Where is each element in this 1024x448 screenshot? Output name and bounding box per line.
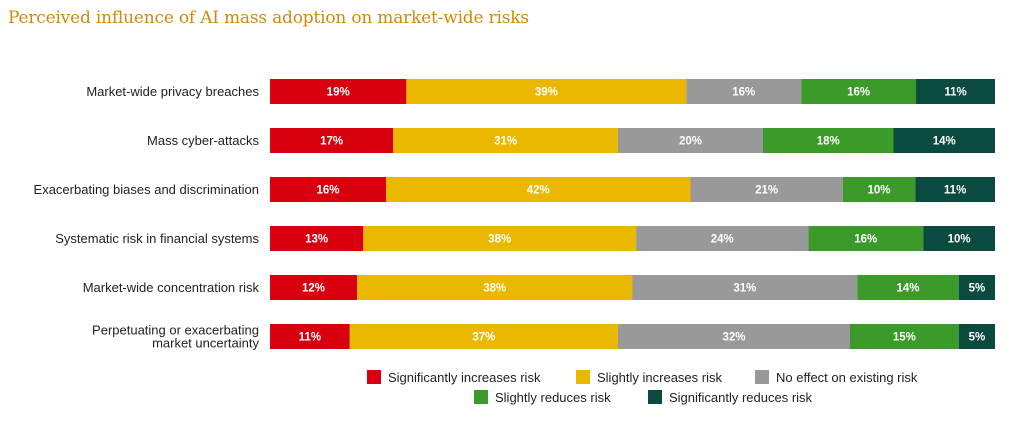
bar-segment (270, 128, 394, 153)
category-label-line: Mass cyber-attacks (147, 133, 259, 148)
bar-segment (916, 79, 995, 104)
bar-segment (270, 177, 386, 202)
category-label-line: Market-wide concentration risk (83, 280, 260, 295)
bar-segment (357, 275, 633, 300)
bar-segment (850, 324, 959, 349)
bar-segment (842, 177, 916, 202)
data-label: 16% (732, 87, 755, 99)
category-label-line: Perpetuating or exacerbating (92, 323, 259, 338)
bar-segment (958, 324, 995, 349)
data-label: 31% (494, 136, 517, 148)
bar-segment (632, 275, 858, 300)
bar-segment (270, 226, 364, 251)
legend-swatch (474, 390, 488, 404)
bar-segment (915, 177, 995, 202)
legend-swatch (576, 370, 590, 384)
data-label: 21% (755, 185, 778, 197)
data-label: 37% (472, 332, 495, 344)
legend-swatch (367, 370, 381, 384)
legend-label: Significantly reduces risk (669, 390, 813, 405)
data-label: 10% (948, 234, 971, 246)
data-label: 11% (944, 87, 966, 99)
data-label: 38% (488, 234, 511, 246)
category-label: Exacerbating biases and discrimination (34, 182, 259, 197)
category-label-line: Systematic risk in financial systems (55, 231, 259, 246)
bar-segment (636, 226, 809, 251)
data-label: 12% (302, 283, 325, 295)
data-label: 18% (817, 136, 840, 148)
legend-swatch (755, 370, 769, 384)
bar-segment (386, 177, 691, 202)
data-label: 5% (969, 332, 986, 344)
data-label: 14% (933, 136, 956, 148)
data-label: 42% (527, 185, 550, 197)
bar-segment (893, 128, 995, 153)
bar-segment (686, 79, 802, 104)
category-label-line: Market-wide privacy breaches (86, 84, 259, 99)
legend-swatch (648, 390, 662, 404)
legend-label: Significantly increases risk (388, 370, 541, 385)
data-label: 31% (733, 283, 756, 295)
bar-segment (808, 226, 924, 251)
bar-segment (923, 226, 995, 251)
bar-segment (857, 275, 959, 300)
category-label: Mass cyber-attacks (147, 133, 259, 148)
category-label: Perpetuating or exacerbating market uncer… (92, 323, 259, 351)
category-label: Market-wide concentration risk (83, 280, 260, 295)
data-label: 5% (969, 283, 986, 295)
category-label-line: market uncertainty (152, 336, 259, 351)
data-label: 16% (316, 185, 339, 197)
category-label: Systematic risk in financial systems (55, 231, 259, 246)
data-label: 16% (854, 234, 877, 246)
data-label: 11% (944, 185, 966, 197)
legend-label: Slightly increases risk (597, 370, 722, 385)
chart-title: Perceived influence of AI mass adoption … (8, 8, 529, 28)
data-label: 13% (305, 234, 328, 246)
category-label: Market-wide privacy breaches (86, 84, 259, 99)
data-label: 19% (327, 87, 350, 99)
data-label: 15% (893, 332, 916, 344)
data-label: 32% (722, 332, 745, 344)
data-label: 11% (299, 332, 321, 344)
bar-segment (801, 79, 917, 104)
data-label: 16% (847, 87, 870, 99)
bar-segment (393, 128, 618, 153)
data-label: 14% (896, 283, 919, 295)
legend-label: No effect on existing risk (776, 370, 918, 385)
bar-segment (270, 275, 357, 300)
bar-segment (763, 128, 894, 153)
bar-segment (958, 275, 995, 300)
bar-segment (270, 79, 407, 104)
bar-segment (618, 128, 763, 153)
data-label: 38% (483, 283, 506, 295)
data-label: 24% (711, 234, 734, 246)
bar-segment (690, 177, 843, 202)
bar-segment (363, 226, 637, 251)
bar-segment (618, 324, 850, 349)
data-label: 39% (535, 87, 558, 99)
bar-segment (406, 79, 687, 104)
data-label: 10% (867, 185, 890, 197)
category-label-line: Exacerbating biases and discrimination (34, 182, 259, 197)
data-label: 17% (320, 136, 343, 148)
bar-segment (270, 324, 350, 349)
data-label: 20% (679, 136, 702, 148)
legend-label: Slightly reduces risk (495, 390, 611, 405)
bar-segment (349, 324, 618, 349)
